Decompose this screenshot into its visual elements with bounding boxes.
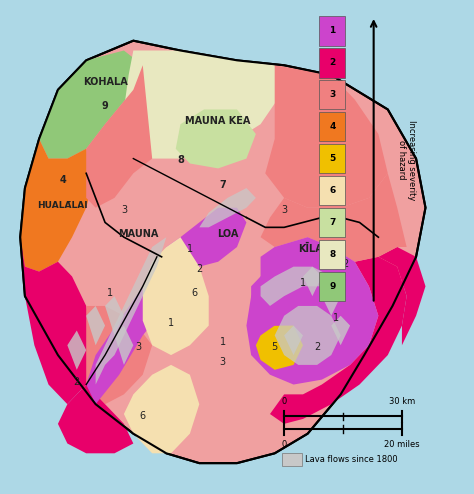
Text: 2: 2	[329, 58, 336, 67]
Text: 7: 7	[219, 180, 226, 190]
Text: 4: 4	[59, 175, 66, 185]
Text: MAUNA: MAUNA	[118, 229, 158, 239]
Text: 4: 4	[329, 122, 336, 131]
Text: KĪLAUEA: KĪLAUEA	[299, 244, 345, 254]
Polygon shape	[143, 237, 209, 355]
Text: 5: 5	[272, 342, 278, 352]
Text: 0: 0	[282, 440, 287, 449]
Text: 6: 6	[140, 411, 146, 421]
Text: 9: 9	[329, 282, 336, 291]
Polygon shape	[199, 188, 256, 227]
Polygon shape	[275, 306, 341, 365]
Text: 3: 3	[281, 205, 287, 214]
Text: HUALĀLAI: HUALĀLAI	[37, 201, 88, 209]
Text: 2: 2	[196, 264, 202, 274]
Text: MAUNA KEA: MAUNA KEA	[185, 116, 251, 126]
Text: 3: 3	[329, 90, 336, 99]
Text: 1: 1	[187, 244, 193, 254]
Polygon shape	[20, 41, 426, 463]
Text: 1: 1	[168, 318, 174, 328]
Text: LOA: LOA	[217, 229, 238, 239]
Polygon shape	[176, 110, 256, 168]
Polygon shape	[20, 237, 96, 404]
Polygon shape	[39, 50, 143, 159]
Polygon shape	[331, 316, 350, 345]
Text: 3: 3	[135, 342, 141, 352]
Polygon shape	[303, 267, 322, 296]
Bar	[319, 48, 346, 78]
Bar	[319, 16, 346, 45]
Text: 1: 1	[300, 278, 306, 288]
Bar	[282, 453, 301, 465]
Text: KOHALA: KOHALA	[82, 77, 128, 87]
Text: 6: 6	[191, 288, 198, 298]
Text: 7: 7	[329, 218, 336, 227]
Text: 6: 6	[329, 186, 336, 195]
Text: 20 miles: 20 miles	[384, 440, 420, 449]
Polygon shape	[246, 237, 378, 384]
Polygon shape	[270, 257, 407, 424]
Polygon shape	[105, 296, 124, 335]
Polygon shape	[284, 326, 303, 355]
Text: 1: 1	[220, 337, 226, 347]
Polygon shape	[67, 330, 86, 370]
Polygon shape	[181, 207, 246, 267]
Polygon shape	[86, 306, 152, 404]
Bar	[319, 112, 346, 141]
Text: 1: 1	[333, 313, 339, 323]
Polygon shape	[115, 326, 133, 365]
Bar	[319, 272, 346, 301]
Polygon shape	[96, 237, 166, 384]
Text: 1: 1	[107, 288, 113, 298]
Bar	[319, 144, 346, 173]
Text: 0: 0	[282, 397, 287, 406]
Polygon shape	[124, 50, 284, 159]
Text: 8: 8	[329, 250, 336, 259]
Bar	[319, 207, 346, 237]
Text: 9: 9	[102, 101, 109, 112]
Polygon shape	[20, 139, 96, 272]
Polygon shape	[86, 306, 105, 345]
Polygon shape	[58, 384, 133, 453]
Text: 8: 8	[177, 156, 184, 165]
Polygon shape	[261, 267, 331, 306]
Bar	[319, 240, 346, 269]
Text: 3: 3	[121, 205, 127, 214]
Text: Lava flows since 1800: Lava flows since 1800	[305, 454, 398, 464]
Bar	[319, 80, 346, 110]
Bar	[319, 176, 346, 205]
Text: 2: 2	[342, 259, 348, 269]
Polygon shape	[265, 65, 388, 207]
Text: 2: 2	[314, 342, 320, 352]
Polygon shape	[124, 365, 199, 453]
Text: 1: 1	[329, 26, 336, 36]
Polygon shape	[86, 65, 152, 207]
Polygon shape	[251, 267, 303, 326]
Text: 5: 5	[329, 154, 336, 163]
Text: 3: 3	[220, 357, 226, 367]
Polygon shape	[378, 247, 426, 345]
Text: Increasing severity
of hazard: Increasing severity of hazard	[397, 120, 416, 200]
Text: 2: 2	[73, 376, 80, 386]
Polygon shape	[256, 326, 303, 370]
Polygon shape	[261, 173, 407, 262]
Polygon shape	[86, 237, 190, 404]
Polygon shape	[322, 287, 341, 316]
Text: 30 km: 30 km	[389, 397, 415, 406]
